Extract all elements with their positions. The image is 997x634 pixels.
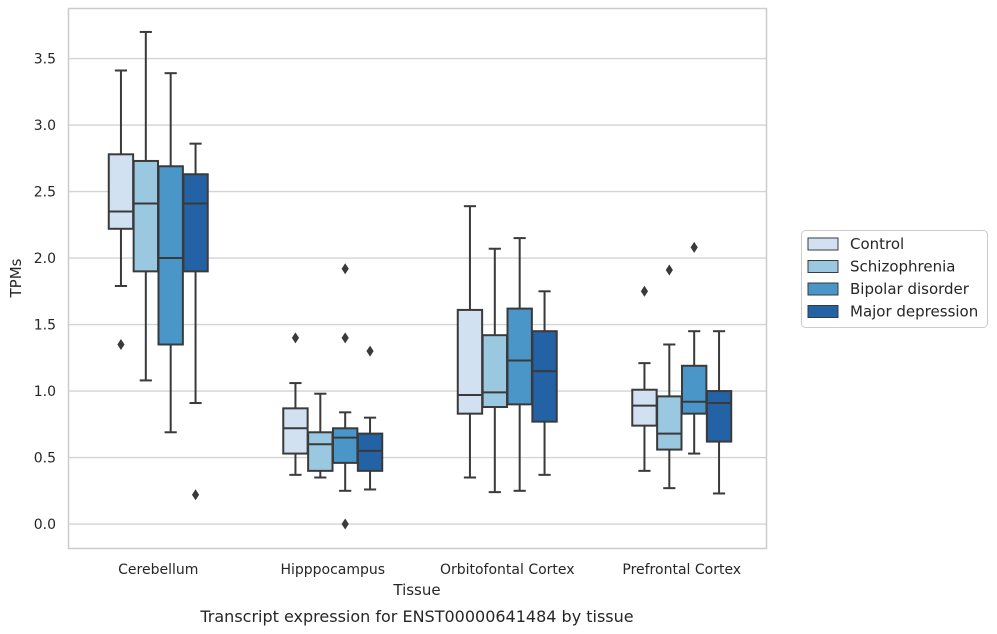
y-tick-label: 3.5	[34, 52, 56, 68]
box-3-0	[631, 285, 658, 472]
box-1-0	[282, 332, 309, 476]
box-series	[107, 30, 733, 530]
legend-frame	[801, 230, 988, 328]
box-iqr	[506, 307, 533, 406]
outlier-point	[191, 489, 200, 501]
legend-swatch	[807, 237, 839, 251]
box-iqr	[656, 395, 683, 451]
y-tick-label: 2.5	[34, 185, 56, 201]
box-iqr	[331, 427, 359, 464]
box-iqr	[356, 432, 384, 472]
box-3-1	[656, 264, 683, 490]
box-iqr	[132, 159, 160, 273]
outlier-point	[640, 285, 649, 297]
y-axis-label: TPMs	[7, 258, 25, 298]
y-tick-label: 0.0	[34, 517, 56, 533]
box-iqr	[680, 364, 708, 415]
y-tick-label: 3.0	[34, 118, 56, 134]
plot-frame	[67, 7, 768, 550]
box-2-2	[506, 237, 533, 492]
box-0-0	[107, 69, 135, 351]
legend-label: Schizophrenia	[850, 258, 955, 276]
legend: Control Schizophrenia Bipolar disorder Majo…	[801, 230, 988, 328]
legend-swatch	[807, 305, 839, 318]
outlier-point	[341, 263, 349, 275]
x-axis-label: Tissue	[392, 581, 440, 599]
outlier-point	[341, 518, 349, 530]
box-iqr	[282, 407, 309, 455]
box-2-3	[531, 290, 558, 476]
legend-swatch	[807, 282, 839, 296]
box-1-3	[356, 345, 384, 491]
box-2-0	[456, 205, 484, 479]
box-0-1	[132, 30, 160, 382]
box-0-3	[182, 142, 209, 501]
outlier-point	[690, 241, 698, 253]
box-iqr	[456, 308, 484, 415]
box-iqr	[107, 153, 135, 230]
box-0-2	[157, 72, 184, 434]
legend-swatch	[807, 260, 839, 273]
y-tick-label: 1.5	[34, 318, 56, 334]
box-1-2	[331, 263, 359, 530]
legend-label: Major depression	[850, 303, 978, 321]
box-iqr	[705, 390, 733, 443]
outlier-point	[291, 332, 300, 344]
box-3-3	[705, 330, 733, 495]
outlier-point	[117, 339, 125, 351]
box-iqr	[531, 330, 558, 423]
box-iqr	[157, 165, 184, 346]
x-tick-label: Orbitofontal Cortex	[440, 562, 575, 578]
box-iqr	[481, 334, 509, 409]
box-iqr	[307, 431, 334, 472]
legend-label: Control	[850, 235, 904, 253]
box-iqr	[631, 388, 658, 427]
x-tick-label: Cerebellum	[118, 562, 198, 578]
x-tick-label: Hipppocampus	[280, 562, 385, 578]
outlier-point	[366, 345, 374, 357]
legend-label: Bipolar disorder	[850, 280, 970, 298]
y-tick-label: 1.0	[34, 384, 56, 400]
chart-caption: Transcript expression for ENST0000064148…	[199, 607, 633, 626]
x-tick-label: Prefrontal Cortex	[622, 562, 741, 578]
box-3-2	[680, 241, 708, 455]
box-iqr	[182, 173, 209, 273]
y-tick-label: 0.5	[34, 451, 56, 467]
box-2-1	[481, 247, 509, 494]
y-axis-ticks: 0.0 0.5 1.0 1.5 2.0 2.5 3.0 3.5	[34, 52, 56, 534]
x-axis-ticks: Cerebellum Hipppocampus Orbitofontal Corte…	[118, 562, 741, 578]
outlier-point	[341, 332, 349, 344]
y-tick-label: 2.0	[34, 251, 56, 267]
box-1-1	[307, 392, 334, 479]
outlier-point	[665, 264, 673, 276]
